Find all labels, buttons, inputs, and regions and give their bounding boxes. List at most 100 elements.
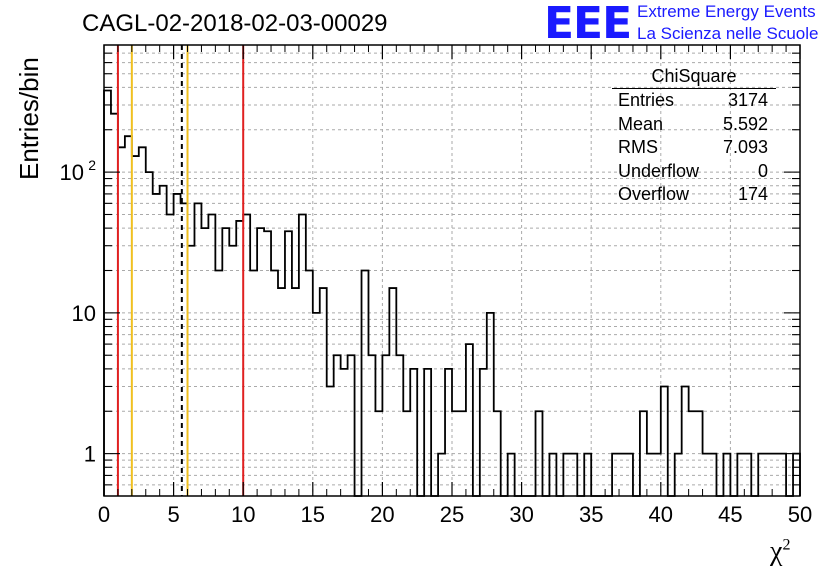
- histogram-bin: [313, 313, 320, 496]
- histogram-bin: [362, 271, 369, 497]
- histogram-bin: [250, 271, 257, 497]
- x-tick-label: 35: [579, 502, 603, 527]
- histogram-bin: [271, 271, 278, 497]
- stats-row-mean: Mean 5.592: [606, 113, 782, 137]
- histogram-bin: [194, 203, 201, 496]
- x-axis-label-main: χ: [770, 536, 783, 567]
- histogram-bin: [744, 454, 751, 496]
- histogram-bin: [382, 355, 389, 496]
- histogram-bin: [772, 454, 779, 496]
- histogram-bin: [201, 228, 208, 496]
- histogram-bin: [174, 194, 181, 496]
- stats-key: Mean: [618, 113, 664, 134]
- histogram-bin: [306, 271, 313, 497]
- histogram-bin: [153, 194, 160, 496]
- histogram-bin: [320, 288, 327, 496]
- histogram-bin: [536, 411, 543, 496]
- histogram-bin: [104, 91, 111, 496]
- stats-row-entries: Entries 3174: [606, 89, 782, 113]
- histogram-bin: [563, 454, 570, 496]
- histogram-bin: [737, 454, 744, 496]
- stats-value: 3174: [727, 90, 768, 110]
- stats-row-underflow: Underflow 0: [606, 160, 782, 184]
- histogram-bin: [661, 386, 668, 496]
- y-tick-label-exponent: 2: [88, 157, 96, 173]
- stats-value: 7.093: [722, 137, 768, 157]
- stats-box: ChiSquare Entries 3174 Mean 5.592 RMS 7.093…: [606, 64, 782, 207]
- x-tick-label: 50: [788, 502, 812, 527]
- x-tick-label: 0: [98, 502, 110, 527]
- stats-title: ChiSquare: [612, 64, 776, 89]
- y-tick-label: 10: [72, 301, 96, 326]
- histogram-bin: [765, 454, 772, 496]
- stats-value: 174: [737, 184, 768, 204]
- histogram-bin: [327, 386, 334, 496]
- histogram-bin: [549, 454, 556, 496]
- histogram-bin: [278, 288, 285, 496]
- histogram-bin: [459, 411, 466, 496]
- histogram-bin: [229, 246, 236, 496]
- histogram-bin: [779, 454, 786, 496]
- x-tick-label: 45: [718, 502, 742, 527]
- x-tick-label: 10: [231, 502, 255, 527]
- histogram-bin: [389, 288, 396, 496]
- histogram-bin: [410, 369, 417, 496]
- histogram-bin: [139, 147, 146, 496]
- histogram-bin: [654, 454, 661, 496]
- stats-key: Overflow: [618, 184, 690, 204]
- histogram-bin: [758, 454, 765, 496]
- histogram-bin: [612, 454, 619, 496]
- histogram-bin: [368, 355, 375, 496]
- y-axis-label: Entries/bin: [14, 57, 44, 180]
- stats-row-overflow: Overflow 174: [606, 183, 782, 207]
- ticks: [103, 45, 801, 496]
- histogram-bin: [348, 355, 355, 496]
- histogram-bin: [341, 369, 348, 496]
- histogram-bin: [396, 355, 403, 496]
- logo-text-line1: Extreme Energy Events: [637, 2, 816, 21]
- histogram-bin: [466, 344, 473, 496]
- histogram-bin: [299, 214, 306, 496]
- histogram-bin: [188, 246, 195, 496]
- stats-key: Underflow: [618, 160, 700, 181]
- histogram-bin: [167, 214, 174, 496]
- histogram-bin: [264, 231, 271, 496]
- histogram-bin: [710, 454, 717, 496]
- histogram-bin: [146, 172, 153, 496]
- x-tick-label: 20: [370, 502, 394, 527]
- histogram-bin: [570, 454, 577, 496]
- histogram-bin: [494, 411, 501, 496]
- logo-text-line2: La Scienza nelle Scuole: [637, 24, 819, 43]
- histogram-bin: [675, 454, 682, 496]
- histogram-bin: [438, 454, 445, 496]
- eee-logo: EEE: [544, 0, 632, 49]
- histogram-bin: [689, 411, 696, 496]
- histogram-bin: [292, 288, 299, 496]
- vertical-lines: [116, 45, 245, 496]
- y-tick-label: 1: [84, 442, 96, 467]
- x-tick-label: 15: [301, 502, 325, 527]
- histogram-bin: [508, 454, 515, 496]
- histogram-bin: [682, 386, 689, 496]
- histogram-bin: [640, 411, 647, 496]
- stats-row-rms: RMS 7.093: [606, 136, 782, 160]
- histogram-bin: [723, 454, 730, 496]
- histogram-bin: [118, 147, 125, 496]
- histogram-bin: [222, 228, 229, 496]
- histogram-bin: [647, 454, 654, 496]
- stats-value: 0: [757, 160, 768, 181]
- histogram-bin: [424, 369, 431, 496]
- histogram-bin: [236, 221, 243, 496]
- histogram-bin: [285, 231, 292, 496]
- histogram-bin: [125, 136, 132, 496]
- histogram-bin: [452, 411, 459, 496]
- histogram-bin: [375, 411, 382, 496]
- x-tick-label: 30: [509, 502, 533, 527]
- histogram-bin: [132, 156, 139, 496]
- x-tick-label: 40: [649, 502, 673, 527]
- x-tick-label: 5: [167, 502, 179, 527]
- histogram-bin: [215, 271, 222, 497]
- histogram-bin: [626, 454, 633, 496]
- x-tick-label: 25: [440, 502, 464, 527]
